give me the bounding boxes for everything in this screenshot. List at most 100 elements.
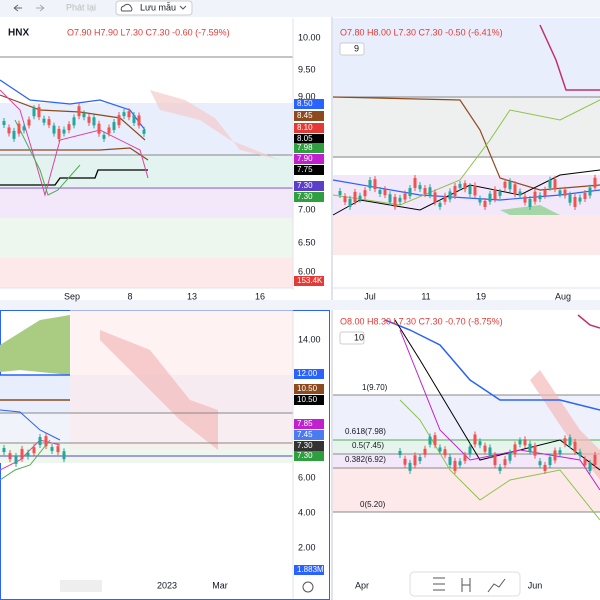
tool-fib[interactable]	[461, 578, 471, 592]
candle-body	[583, 193, 587, 200]
tool-lines[interactable]	[433, 577, 445, 591]
candle-body	[453, 460, 457, 471]
candle-body	[458, 183, 462, 188]
candle-body	[52, 125, 56, 134]
time-label: Aug	[555, 291, 571, 301]
price-badge	[294, 395, 324, 405]
candle-body	[62, 129, 66, 134]
candle-body	[117, 115, 121, 126]
candle-body	[423, 448, 427, 455]
candle-body	[403, 458, 407, 465]
candle-body	[483, 200, 487, 207]
candle-body	[82, 113, 86, 118]
candle-body	[393, 196, 397, 207]
pane-1-drawing	[332, 18, 600, 289]
candle-body	[358, 195, 362, 200]
candle-body	[533, 445, 537, 456]
candle-body	[373, 179, 377, 190]
candle-body	[573, 441, 577, 452]
candle-body	[488, 447, 492, 456]
time-label: Jul	[364, 291, 376, 301]
candle-body	[463, 454, 467, 461]
candle-body	[418, 185, 422, 190]
candle-body	[127, 111, 131, 118]
candle-body	[87, 116, 91, 123]
candle-body	[62, 451, 66, 460]
candle-body	[122, 112, 126, 117]
time-label: 13	[187, 291, 197, 301]
candle-body	[32, 447, 36, 454]
time-label: Sep	[64, 291, 80, 301]
candle-body	[413, 455, 417, 466]
candle-body	[368, 180, 372, 189]
candle-body	[438, 447, 442, 452]
interval-box	[339, 42, 365, 56]
candle-body	[438, 202, 442, 207]
candle-body	[44, 436, 48, 447]
candle-body	[338, 191, 342, 195]
price-badge	[294, 276, 324, 286]
price-label: 7.00	[298, 204, 316, 214]
ohlc-values: O8.00 H8.30 L7.30 C7.30 -0.70 (-8.75%)	[340, 316, 503, 326]
price-label: 9.50	[298, 64, 316, 74]
price-badge-label: 7.90	[297, 154, 313, 163]
price-badge-label: 1.883M	[297, 565, 324, 574]
replay-button[interactable]: Phát lại	[66, 2, 96, 12]
undo-button[interactable]	[13, 4, 22, 12]
time-label: 16	[255, 291, 265, 301]
candle-body	[42, 118, 46, 123]
candle-body	[503, 181, 507, 188]
price-label: 2.00	[298, 542, 316, 552]
candle-body	[473, 185, 477, 196]
candle-body	[107, 127, 111, 134]
candle-body	[433, 435, 437, 446]
fib-label: 0.382(6.92)	[345, 455, 386, 464]
fib-label: 0(5.20)	[360, 500, 386, 509]
candle-body	[378, 189, 382, 194]
range-buttons[interactable]	[60, 580, 102, 592]
settings-button[interactable]	[302, 581, 314, 593]
price-label: 10.00	[298, 32, 321, 42]
redo-button[interactable]	[36, 4, 45, 12]
tool-path[interactable]	[487, 578, 506, 593]
candle-body	[538, 195, 542, 200]
candle-body	[578, 197, 582, 202]
candle-body	[343, 196, 347, 203]
cloud-icon	[120, 3, 133, 12]
price-badge	[294, 565, 324, 575]
candle-body	[423, 188, 427, 195]
candle-body	[573, 196, 577, 207]
candle-body	[112, 122, 116, 131]
candle-body	[38, 437, 42, 446]
save-template-button[interactable]	[115, 0, 193, 16]
candle-body	[538, 461, 542, 466]
time-label: 2023	[157, 580, 177, 590]
candle-body	[37, 107, 41, 118]
candle-body	[523, 196, 527, 203]
candle-body	[12, 130, 16, 139]
candle-body	[493, 189, 497, 200]
candle-body	[588, 462, 592, 471]
time-label: Mar	[212, 580, 228, 590]
candle-body	[56, 446, 60, 453]
candle-body	[548, 179, 552, 188]
candle-body	[47, 119, 51, 126]
candle-body	[528, 198, 532, 207]
drawing-toolbar	[409, 571, 521, 597]
candle-body	[443, 449, 447, 456]
interval-box	[339, 331, 365, 345]
candle-body	[348, 198, 352, 207]
candle-body	[72, 117, 76, 126]
candle-body	[543, 464, 547, 471]
candle-body	[593, 454, 597, 465]
save-template-label: Lưu mẫu	[140, 2, 176, 12]
price-badge-label: 153.4K	[297, 276, 323, 285]
candle-body	[408, 188, 412, 197]
candle-body	[353, 191, 357, 202]
candle-body	[593, 177, 597, 188]
price-label: 14.00	[298, 334, 321, 344]
time-label: Jun	[528, 580, 543, 590]
pane-0-drawing	[0, 18, 294, 290]
candle-body	[443, 195, 447, 202]
